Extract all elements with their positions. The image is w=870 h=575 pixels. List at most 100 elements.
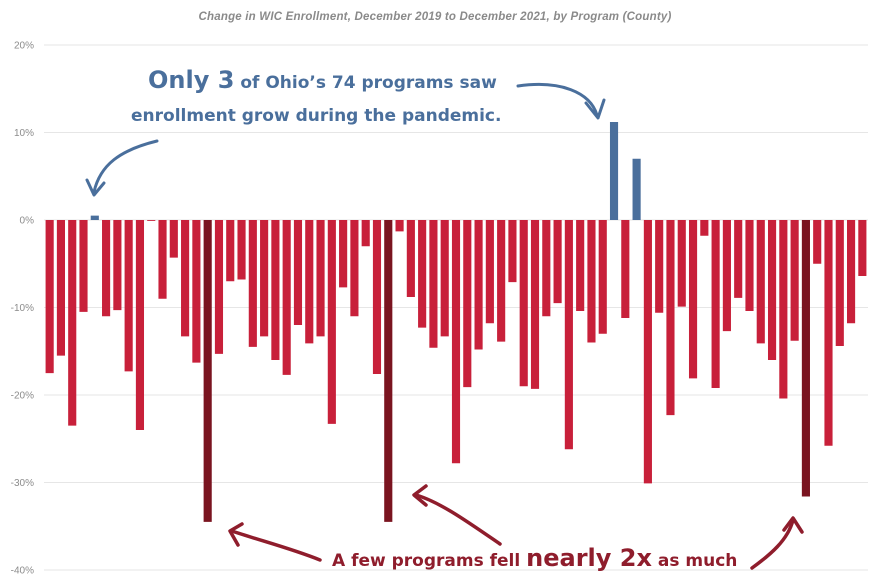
bar-program-50 (598, 220, 607, 334)
bar-program-69 (813, 220, 822, 264)
bar-program-73 (858, 220, 867, 276)
arrowhead-left-red-icon (228, 522, 244, 547)
bar-program-30 (372, 220, 382, 374)
bar-program-68 (801, 220, 810, 497)
bar-program-41 (497, 220, 506, 342)
y-axis-tick-labels: 20% 10% 0% -10% -20% -30% -40% (11, 41, 34, 575)
bar-program-25 (316, 220, 325, 337)
chart-title: Change in WIC Enrollment, December 2019 … (198, 11, 672, 23)
annotation-bottom-part2: as much (652, 551, 737, 571)
bar-program-2 (56, 220, 65, 356)
bar-program-10 (147, 220, 156, 221)
arrowhead-middle-red-icon (412, 484, 428, 507)
annotation-bottom: A few programs fell nearly 2x as much (332, 544, 737, 572)
bar-program-43 (519, 220, 528, 387)
annotation-top-strong: Only 3 (148, 66, 234, 94)
arrow-to-largest-decline-left (230, 529, 322, 562)
bar-program-71 (835, 220, 844, 346)
arrowhead-left-blue-icon (85, 178, 106, 197)
bar-program-59 (700, 220, 709, 236)
bar-program-17 (226, 220, 235, 282)
bar-program-39 (474, 220, 483, 350)
y-tick-label: -20% (11, 391, 34, 402)
bar-program-20 (260, 220, 269, 337)
bar-program-58 (688, 220, 698, 379)
bar-program-57 (677, 220, 686, 307)
bar-program-9 (135, 220, 145, 430)
annotation-bottom-strong: nearly 2x (526, 544, 652, 572)
bar-program-16 (214, 220, 224, 354)
bar-program-29 (361, 220, 370, 247)
bar-program-37 (451, 220, 461, 464)
annotation-top-line2: enrollment grow during the pandemic. (131, 106, 501, 126)
bar-program-67 (790, 220, 799, 341)
bar-program-35 (429, 220, 438, 348)
bar-program-24 (305, 220, 314, 344)
arrow-to-growing-program-left (92, 139, 159, 194)
bar-program-60 (711, 220, 720, 388)
y-tick-label: -30% (11, 478, 34, 489)
bar-program-7 (113, 220, 122, 311)
bar-program-13 (181, 220, 190, 337)
bar-program-52 (621, 220, 630, 318)
bar-program-28 (350, 220, 359, 317)
y-tick-label: 10% (14, 128, 34, 139)
bar-program-14 (192, 220, 201, 363)
bar-program-34 (418, 220, 427, 328)
bar-program-51 (609, 122, 619, 220)
bar-program-23 (293, 220, 303, 325)
bar-program-19 (248, 220, 257, 347)
annotation-bottom-part1: A few programs fell (332, 551, 526, 571)
annotation-top-line1: Only 3 of Ohio’s 74 programs saw (148, 66, 497, 94)
y-tick-label: 0% (20, 216, 35, 227)
bar-program-5 (90, 215, 99, 221)
bar-program-49 (587, 220, 596, 343)
bar-program-33 (406, 220, 415, 297)
bar-program-31 (384, 220, 393, 522)
bar-program-61 (722, 220, 731, 332)
bar-program-54 (643, 220, 652, 484)
bar-program-21 (271, 220, 280, 360)
bar-program-45 (542, 220, 551, 317)
arrow-to-largest-decline-middle (414, 493, 502, 546)
arrow-to-largest-decline-right (750, 518, 795, 570)
bar-program-26 (327, 220, 336, 424)
y-tick-label: 20% (14, 41, 34, 52)
bar-program-55 (655, 220, 664, 313)
bar-program-4 (79, 220, 88, 312)
bar-program-46 (553, 220, 562, 304)
bar-program-12 (169, 220, 178, 258)
arrow-to-growing-programs-right (516, 83, 599, 117)
bar-program-18 (237, 220, 246, 280)
bar-program-40 (485, 220, 494, 324)
bar-program-66 (779, 220, 788, 399)
arrowhead-right-blue-icon (584, 98, 606, 120)
arrowhead-right-red-icon (782, 516, 804, 534)
bar-program-11 (158, 220, 167, 299)
bars (45, 122, 867, 522)
bar-program-62 (734, 220, 743, 298)
bar-program-53 (632, 158, 641, 220)
bar-program-36 (440, 220, 449, 337)
bar-program-32 (395, 220, 404, 232)
bar-program-3 (68, 220, 77, 426)
y-tick-label: -10% (11, 303, 34, 314)
bar-program-72 (847, 220, 856, 324)
bar-program-15 (203, 220, 212, 522)
bar-program-44 (530, 220, 540, 389)
bar-program-70 (824, 220, 833, 446)
y-tick-label: -40% (11, 566, 34, 575)
bar-program-1 (45, 220, 54, 374)
bar-program-63 (745, 220, 754, 311)
bar-program-38 (463, 220, 472, 388)
annotation-top-line1-rest: of Ohio’s 74 programs saw (234, 73, 497, 93)
bar-program-8 (124, 220, 133, 372)
bar-program-65 (767, 220, 777, 360)
bar-program-27 (339, 220, 348, 288)
bar-program-42 (508, 220, 517, 283)
bar-program-47 (564, 220, 573, 450)
bar-program-56 (666, 220, 675, 416)
bar-program-64 (756, 220, 765, 344)
bar-program-22 (282, 220, 291, 375)
